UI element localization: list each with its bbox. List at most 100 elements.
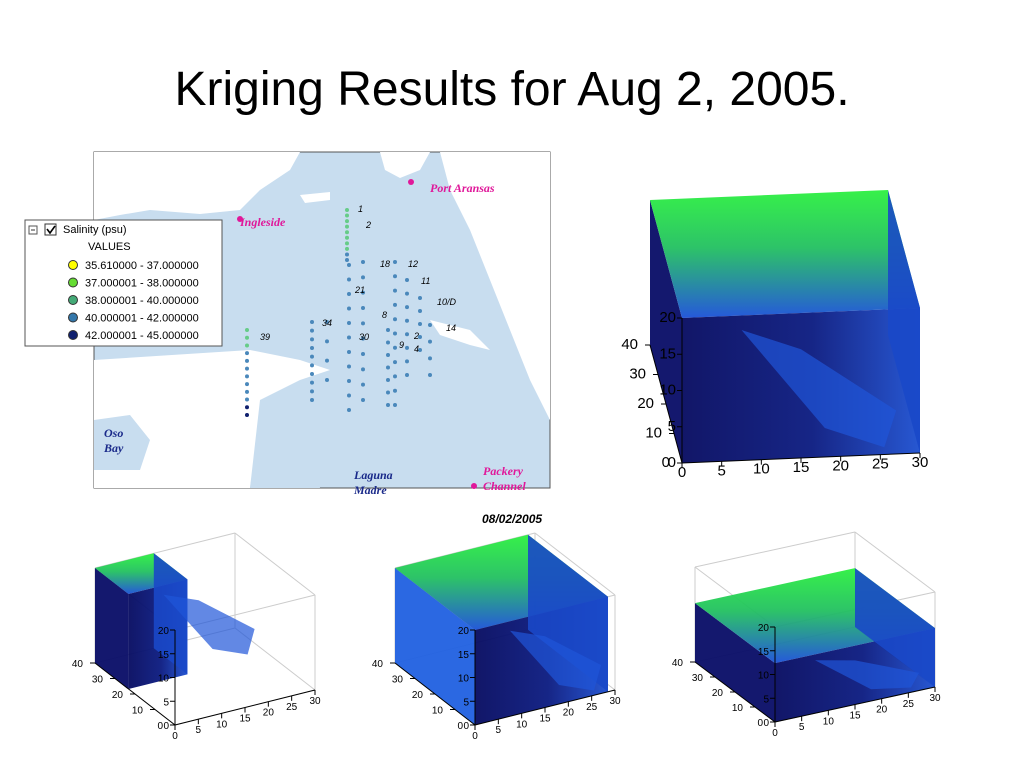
x-tick-label: 5 bbox=[717, 462, 725, 479]
land bbox=[94, 152, 300, 220]
station-dot bbox=[393, 288, 397, 293]
y-tick-label: 20 bbox=[712, 688, 724, 699]
map: Port Aransas Ingleside Oso Bay Laguna Madre Pa… bbox=[93, 151, 551, 497]
x-tick-label: 30 bbox=[912, 454, 929, 471]
station-dot bbox=[393, 317, 397, 322]
station-dot bbox=[405, 305, 409, 310]
station-dot bbox=[345, 246, 349, 251]
legend-label: 35.610000 - 37.000000 bbox=[85, 260, 199, 272]
station-dot bbox=[386, 378, 390, 382]
y-tick-label: 40 bbox=[372, 659, 384, 670]
legend-swatch bbox=[68, 295, 78, 305]
station-dot bbox=[428, 373, 432, 377]
x-tick-label: 0 bbox=[472, 731, 478, 742]
station-dot bbox=[393, 374, 397, 379]
station-dot bbox=[386, 390, 390, 395]
z-tick-label: 15 bbox=[659, 345, 676, 362]
z-tick-label: 0 bbox=[763, 718, 769, 729]
station-dot bbox=[245, 389, 249, 394]
y-tick-label: 10 bbox=[732, 703, 744, 714]
place-label-line: Madre bbox=[353, 483, 387, 497]
station-dot bbox=[361, 367, 365, 372]
station-label: 11 bbox=[421, 276, 430, 286]
station-dot bbox=[310, 346, 314, 350]
place-label: Port Aransas bbox=[430, 181, 495, 195]
x-tick-label: 15 bbox=[849, 711, 861, 722]
station-dot bbox=[393, 388, 397, 393]
z-tick-label: 15 bbox=[758, 647, 770, 658]
z-tick-label: 10 bbox=[758, 671, 770, 682]
station-dot bbox=[245, 382, 249, 387]
x-tick-label: 0 bbox=[172, 731, 178, 742]
volume-top bbox=[650, 190, 920, 318]
legend-swatch bbox=[68, 260, 78, 270]
station-dot bbox=[405, 345, 409, 350]
station-label: 18 bbox=[380, 259, 390, 269]
station-dot bbox=[347, 408, 351, 412]
volume-side bbox=[153, 553, 188, 675]
x-tick-label: 25 bbox=[903, 699, 915, 710]
y-tick-label: 10 bbox=[645, 425, 662, 442]
station-dot bbox=[345, 230, 349, 235]
x-tick-label: 15 bbox=[793, 459, 810, 476]
volume-side bbox=[528, 534, 608, 692]
station-dot bbox=[310, 389, 314, 394]
checkbox[interactable] bbox=[44, 223, 57, 236]
station-label: 10/D bbox=[437, 297, 457, 307]
z-tick-label: 5 bbox=[668, 418, 676, 435]
station-dot bbox=[418, 296, 422, 300]
station-dot bbox=[393, 345, 397, 350]
x-tick-label: 25 bbox=[586, 702, 598, 713]
station-dot bbox=[310, 328, 314, 333]
station-dot bbox=[418, 335, 422, 339]
station-dot bbox=[361, 398, 365, 402]
z-tick-label: 5 bbox=[163, 697, 169, 708]
station-dot bbox=[310, 320, 314, 324]
station-dot bbox=[310, 380, 314, 385]
station-dot bbox=[245, 374, 249, 379]
y-axis bbox=[94, 662, 176, 726]
views: 0 5 10 15 20 25 300102030400510152005101520253… bbox=[72, 190, 941, 742]
station-dot bbox=[325, 339, 329, 344]
box-edge bbox=[854, 531, 936, 593]
x-axis bbox=[174, 689, 316, 726]
station-dot bbox=[393, 274, 397, 279]
station-dot bbox=[393, 260, 397, 264]
map-date: 08/02/2005 bbox=[482, 512, 542, 526]
legend-label: 40.000001 - 42.000000 bbox=[85, 313, 199, 325]
x-axis bbox=[474, 689, 616, 726]
x-tick-label: 20 bbox=[263, 708, 275, 719]
station-dot bbox=[405, 332, 409, 337]
station-dot bbox=[361, 306, 365, 310]
y-tick-label: 10 bbox=[132, 706, 144, 717]
x-tick-label: 20 bbox=[832, 457, 849, 474]
y-axis bbox=[394, 662, 476, 726]
x-tick-label: 30 bbox=[929, 693, 941, 704]
y-tick-label: 10 bbox=[432, 706, 444, 717]
x-tick-label: 15 bbox=[239, 714, 251, 725]
place-marker bbox=[471, 483, 477, 489]
place-marker bbox=[237, 216, 243, 222]
place-marker bbox=[408, 179, 414, 185]
y-axis bbox=[694, 661, 776, 723]
land bbox=[94, 350, 330, 488]
y-tick-label: 30 bbox=[692, 673, 704, 684]
station-dot bbox=[347, 350, 351, 354]
station-dot bbox=[245, 335, 249, 340]
stations bbox=[245, 208, 432, 417]
place-label: Oso Bay bbox=[103, 426, 124, 455]
place-label: Ingleside bbox=[239, 215, 286, 229]
station-dot bbox=[393, 331, 397, 336]
station-dot bbox=[245, 351, 249, 356]
lagoon bbox=[250, 420, 320, 488]
station-dot bbox=[361, 260, 365, 264]
station-dot bbox=[361, 382, 365, 387]
station-label: 14 bbox=[446, 323, 456, 333]
station-label: 21 bbox=[354, 285, 365, 295]
z-tick-label: 5 bbox=[763, 694, 769, 705]
station-dot bbox=[345, 208, 349, 212]
station-label: 39 bbox=[260, 332, 270, 342]
